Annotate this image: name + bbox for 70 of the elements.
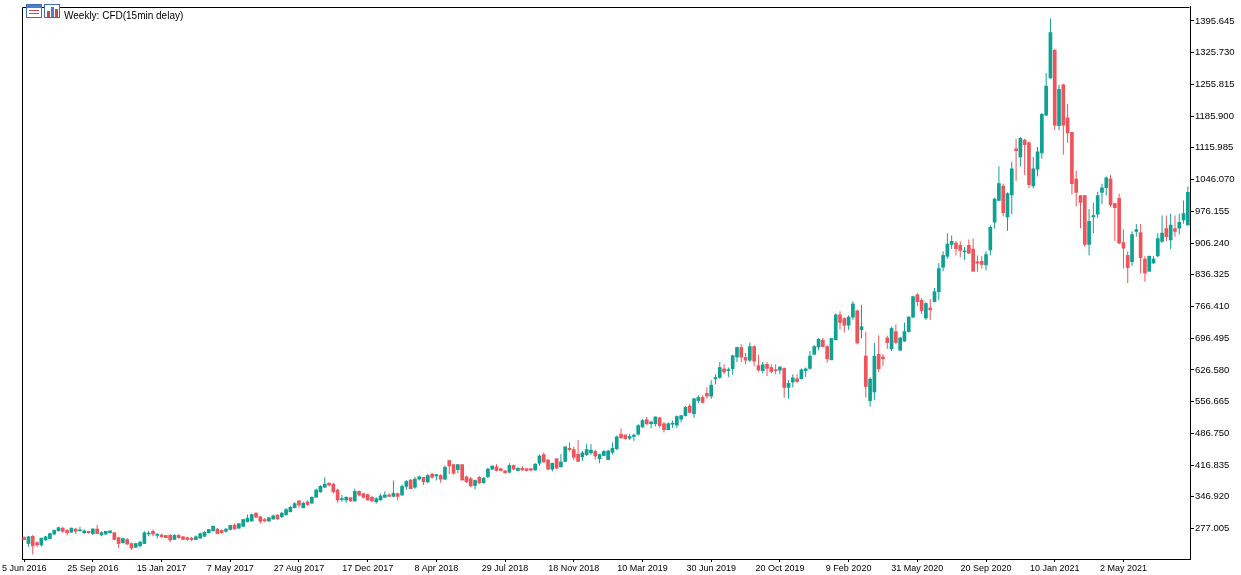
y-tick-label: 766.410 [1195, 300, 1230, 312]
x-tick-label: 10 Jan 2021 [1029, 562, 1080, 573]
candlestick [619, 427, 623, 440]
x-tick-label: 25 Sep 2016 [67, 562, 119, 573]
candlestick [387, 492, 391, 498]
candlestick [894, 323, 898, 345]
x-tick-label: 29 Jul 2018 [481, 562, 529, 573]
x-tick-label: 18 Nov 2018 [548, 562, 600, 573]
candlestick [778, 365, 782, 375]
candlestick [589, 443, 593, 456]
candlestick [297, 499, 301, 509]
y-tick-label: 486.750 [1195, 427, 1230, 439]
candlestick [851, 300, 855, 321]
y-tick-label: 626.580 [1195, 363, 1230, 375]
candlestick [30, 534, 35, 555]
candlestick [1014, 138, 1018, 182]
x-tick-label: 2 May 2021 [1099, 562, 1147, 573]
candlestick [984, 250, 988, 271]
candlestick [954, 240, 958, 256]
candlestick [765, 361, 769, 377]
x-tick-label: 9 Feb 2020 [825, 562, 872, 573]
candlestick [838, 310, 842, 330]
y-tick-label: 346.920 [1195, 490, 1230, 502]
y-tick-label: 906.240 [1195, 236, 1230, 248]
y-tick-label: 556.665 [1195, 395, 1230, 407]
x-tick-label: 27 Aug 2017 [273, 562, 325, 573]
y-tick-label: 976.155 [1195, 204, 1230, 216]
y-tick-label: 1185.900 [1195, 109, 1234, 121]
candlestick [752, 344, 756, 367]
candlestick [1087, 208, 1091, 256]
candlestick [748, 342, 752, 363]
x-tick-label: 30 Jun 2019 [686, 562, 736, 573]
candlestick [876, 334, 881, 373]
y-tick-label: 277.005 [1195, 522, 1230, 534]
candlestick [1143, 255, 1147, 283]
candlestick [782, 366, 787, 399]
x-tick-label: 17 Dec 2017 [342, 562, 394, 573]
candlestick [808, 350, 812, 371]
candlestick [383, 490, 387, 499]
x-tick-label: 5 Jun 2016 [1, 562, 47, 573]
x-tick-label: 15 Jan 2017 [136, 562, 187, 573]
y-tick-label: 1325.730 [1195, 46, 1235, 58]
candlestick [35, 540, 39, 548]
x-tick-label: 20 Sep 2020 [960, 562, 1012, 573]
x-tick-label: 31 May 2020 [891, 562, 944, 573]
candlestick [709, 379, 714, 400]
candlestick [1173, 214, 1177, 238]
candlestick [65, 528, 69, 536]
candlestick [1125, 250, 1130, 284]
candlestick [971, 238, 975, 273]
x-tick-label: 20 Oct 2019 [755, 562, 805, 573]
y-tick-label: 1046.070 [1195, 173, 1235, 185]
candlestick [1031, 156, 1036, 189]
y-tick-label: 416.835 [1195, 458, 1230, 470]
x-tick-label: 7 May 2017 [206, 562, 254, 573]
candlestick [576, 439, 580, 463]
candlestick [795, 373, 799, 384]
y-tick-label: 696.495 [1195, 331, 1230, 343]
x-tick-label: 10 Mar 2019 [617, 562, 668, 573]
chart-title: Weekly: CFD(15min delay) [64, 10, 184, 22]
candlestick [705, 386, 709, 400]
y-tick-label: 1395.645 [1195, 14, 1235, 26]
candlestick [1177, 213, 1182, 236]
y-tick-label: 1115.985 [1195, 141, 1234, 153]
candlestick [988, 224, 993, 256]
x-tick-label: 8 Apr 2018 [414, 562, 459, 573]
y-tick-label: 1255.815 [1195, 78, 1235, 90]
candlestick [340, 494, 344, 503]
y-tick-label: 836.325 [1195, 268, 1230, 280]
candlestick [1168, 213, 1173, 250]
